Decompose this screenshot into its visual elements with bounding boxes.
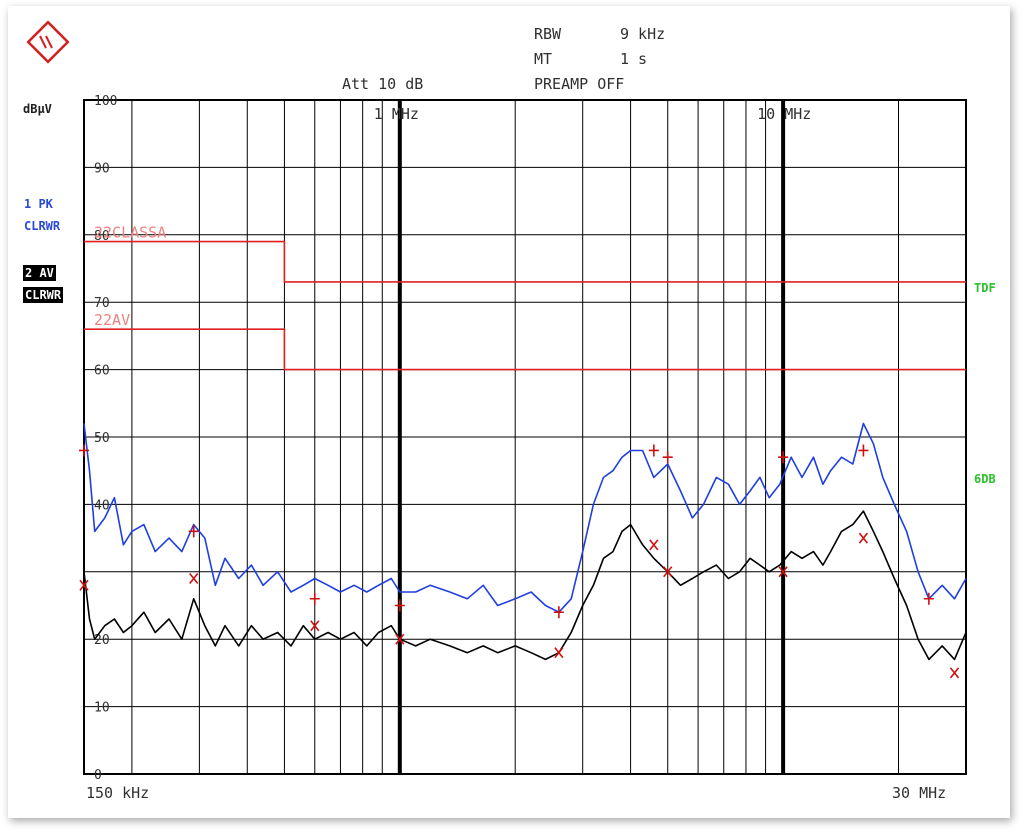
unit-label: dBµV bbox=[23, 102, 52, 116]
spectrum-plot: 0 10 20 40 50 60 70 80 90 100 1 MHz 10 MHz 22CLASSA 2… bbox=[79, 94, 967, 783]
limit-line-label: 22AV bbox=[94, 311, 130, 329]
mt-value: 1 s bbox=[620, 50, 648, 68]
peak-marker bbox=[553, 606, 564, 619]
average-marker bbox=[310, 620, 320, 632]
y-tick-label: 60 bbox=[94, 364, 110, 379]
decade-label: 10 MHz bbox=[757, 105, 811, 123]
y-tick-label: 10 bbox=[94, 701, 110, 716]
rbw-value: 9 kHz bbox=[620, 25, 666, 43]
average-marker bbox=[189, 573, 199, 585]
tdf-indicator: TDF bbox=[974, 281, 996, 295]
attenuation: Att 10 dB bbox=[342, 75, 424, 93]
limit-line bbox=[84, 328, 966, 371]
trace2-detector: 2 AV bbox=[23, 265, 56, 281]
y-tick-label: 90 bbox=[94, 161, 110, 176]
peak-trace bbox=[83, 422, 967, 614]
mt-label: MT bbox=[534, 50, 553, 68]
preamp-status: PREAMP OFF bbox=[534, 75, 625, 93]
average-marker bbox=[778, 566, 788, 578]
peak-marker bbox=[394, 599, 405, 612]
y-tick-label: 100 bbox=[94, 94, 117, 109]
trace1-mode: CLRWR bbox=[24, 219, 61, 233]
analyzer-screenshot: RBW 9 kHz MT 1 s PREAMP OFF Att 10 dB dB… bbox=[8, 6, 1010, 818]
y-tick-label: 20 bbox=[94, 633, 110, 648]
average-marker bbox=[554, 647, 564, 659]
average-marker bbox=[858, 532, 869, 544]
average-marker bbox=[663, 566, 673, 578]
average-marker bbox=[649, 539, 659, 551]
x-end-label: 30 MHz bbox=[892, 784, 947, 802]
limit-line bbox=[84, 240, 966, 283]
y-tick-label: 40 bbox=[94, 498, 110, 513]
peak-marker bbox=[662, 451, 673, 464]
y-tick-label: 80 bbox=[94, 229, 110, 244]
trace2-mode: CLRWR bbox=[23, 287, 64, 303]
rbw-label: RBW bbox=[534, 25, 562, 43]
peak-marker bbox=[648, 444, 659, 457]
peak-marker bbox=[778, 451, 789, 464]
plot-border bbox=[83, 99, 967, 775]
peak-marker bbox=[188, 525, 199, 538]
average-marker bbox=[949, 667, 960, 679]
trace1-detector: 1 PK bbox=[24, 197, 53, 211]
average-marker bbox=[395, 633, 405, 645]
average-marker bbox=[79, 579, 89, 591]
rohde-schwarz-logo-icon bbox=[26, 20, 70, 64]
6db-indicator: 6DB bbox=[974, 472, 996, 486]
peak-marker bbox=[309, 592, 320, 605]
peak-marker bbox=[858, 444, 869, 457]
limit-line-label: 22CLASSA bbox=[94, 224, 166, 242]
y-tick-label: 0 bbox=[94, 768, 102, 783]
average-trace bbox=[83, 510, 967, 661]
y-tick-label: 70 bbox=[94, 296, 110, 311]
peak-marker bbox=[923, 592, 934, 605]
decade-label: 1 MHz bbox=[374, 105, 419, 123]
peak-marker bbox=[79, 444, 89, 457]
y-tick-label: 50 bbox=[94, 431, 110, 446]
x-start-label: 150 kHz bbox=[86, 784, 150, 802]
